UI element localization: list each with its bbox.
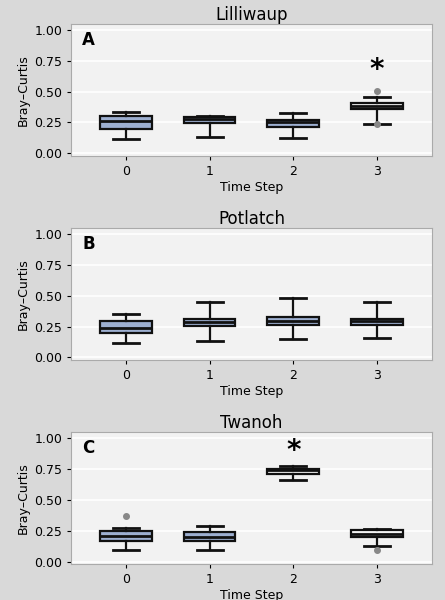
Y-axis label: Bray–Curtis: Bray–Curtis (17, 258, 30, 330)
Text: *: * (286, 437, 300, 466)
Y-axis label: Bray–Curtis: Bray–Curtis (17, 54, 30, 126)
PathPatch shape (183, 319, 235, 326)
X-axis label: Time Step: Time Step (220, 181, 283, 194)
X-axis label: Time Step: Time Step (220, 589, 283, 600)
PathPatch shape (267, 120, 320, 127)
PathPatch shape (267, 317, 320, 325)
Y-axis label: Bray–Curtis: Bray–Curtis (17, 462, 30, 534)
Text: C: C (82, 439, 94, 457)
PathPatch shape (183, 117, 235, 123)
PathPatch shape (100, 321, 152, 334)
Text: B: B (82, 235, 95, 253)
Title: Lilliwaup: Lilliwaup (215, 6, 287, 24)
Text: *: * (370, 56, 384, 84)
Title: Potlatch: Potlatch (218, 210, 285, 228)
PathPatch shape (100, 116, 152, 128)
PathPatch shape (183, 532, 235, 541)
Text: A: A (82, 31, 95, 49)
Title: Twanoh: Twanoh (220, 414, 283, 432)
X-axis label: Time Step: Time Step (220, 385, 283, 398)
PathPatch shape (100, 532, 152, 541)
PathPatch shape (351, 319, 403, 325)
